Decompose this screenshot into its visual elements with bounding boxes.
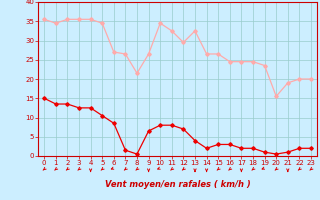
X-axis label: Vent moyen/en rafales ( km/h ): Vent moyen/en rafales ( km/h ) [105,180,251,189]
